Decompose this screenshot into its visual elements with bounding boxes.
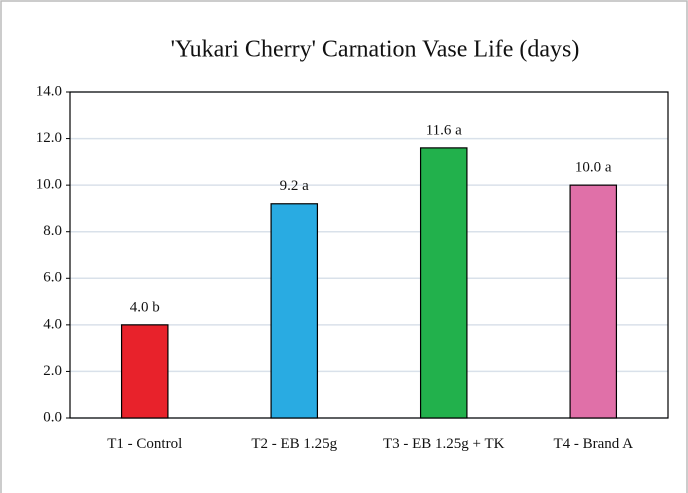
y-tick-label: 10.0 bbox=[36, 177, 62, 193]
x-tick-label: T3 - EB 1.25g + TK bbox=[382, 436, 505, 452]
value-label: 11.6 a bbox=[426, 122, 462, 138]
y-tick-label: 0.0 bbox=[43, 409, 62, 425]
y-tick-label: 8.0 bbox=[43, 223, 62, 239]
chart-title: 'Yukari Cherry' Carnation Vase Life (day… bbox=[171, 37, 580, 63]
y-tick-label: 4.0 bbox=[43, 316, 62, 332]
y-tick-label: 14.0 bbox=[36, 83, 62, 99]
bar bbox=[120, 324, 169, 419]
x-tick-label: T1 - Control bbox=[107, 436, 183, 452]
value-label: 4.0 b bbox=[130, 299, 160, 315]
y-tick-label: 2.0 bbox=[43, 363, 62, 379]
bar bbox=[419, 147, 468, 419]
y-tick-label: 12.0 bbox=[36, 130, 62, 146]
value-label: 10.0 a bbox=[575, 160, 612, 176]
y-tick-label: 6.0 bbox=[43, 270, 62, 286]
x-tick-label: T4 - Brand A bbox=[553, 436, 634, 452]
x-tick-label: T2 - EB 1.25g bbox=[251, 436, 338, 452]
value-label: 9.2 a bbox=[280, 178, 310, 194]
plot-frame bbox=[69, 91, 669, 419]
bar bbox=[270, 203, 319, 419]
bar bbox=[569, 184, 618, 419]
